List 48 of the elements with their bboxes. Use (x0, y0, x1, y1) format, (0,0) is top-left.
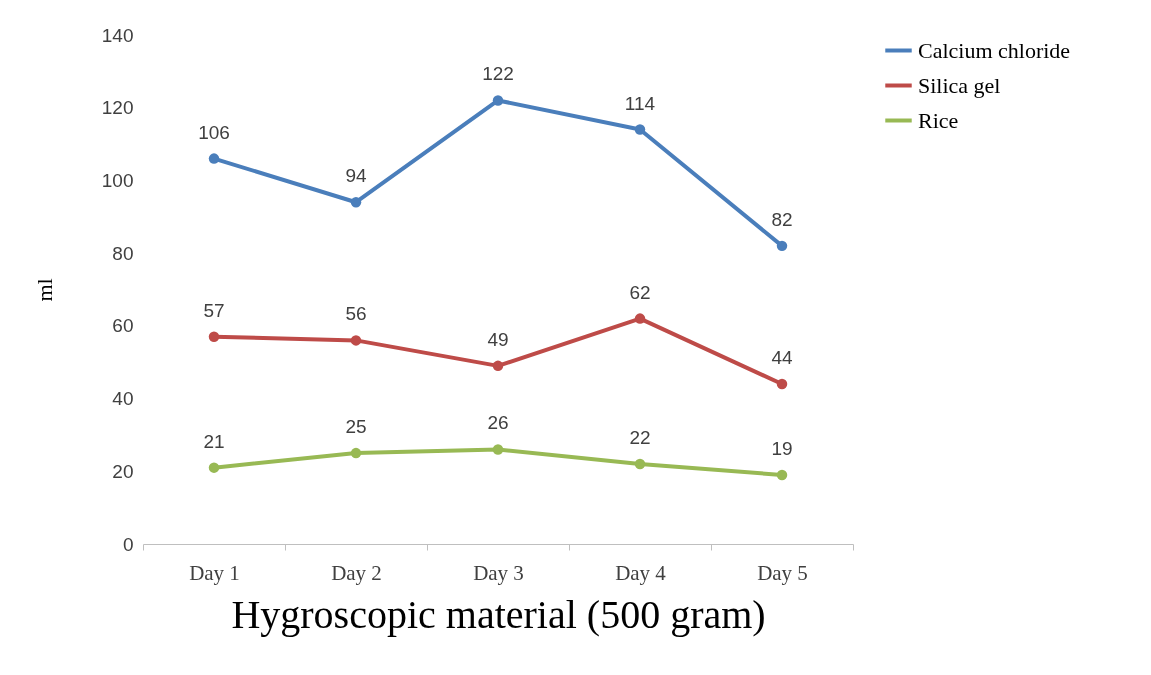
point (492, 95, 504, 106)
y-tick-label: 0 (122, 533, 134, 555)
data-label: 122 (482, 63, 514, 85)
data-label: 22 (629, 427, 651, 449)
data-label: 57 (203, 299, 225, 321)
point (634, 313, 646, 324)
data-label: 44 (771, 347, 793, 369)
legend-label: Calcium chloride (918, 37, 1071, 63)
data-label: 21 (203, 430, 225, 452)
x-tick-label: Day 3 (473, 560, 524, 585)
legend-label: Silica gel (918, 72, 1001, 98)
data-label: 94 (345, 165, 367, 187)
y-tick-label: 60 (112, 315, 134, 337)
y-tick-label: 100 (101, 169, 134, 191)
data-label: 26 (487, 412, 509, 434)
y-tick-label: 120 (101, 97, 134, 119)
point (634, 458, 646, 470)
point (776, 378, 788, 390)
data-label: 49 (487, 328, 509, 350)
point (350, 447, 362, 459)
point (776, 240, 788, 252)
data-label: 106 (198, 121, 230, 143)
point (492, 360, 504, 372)
y-tick-label: 80 (112, 242, 134, 264)
x-axis-title: Hygroscopic material (500 gram) (231, 591, 766, 637)
x-tick-label: Day 5 (757, 560, 808, 585)
data-label: 114 (624, 92, 656, 114)
point (208, 153, 220, 164)
y-tick-label: 20 (112, 460, 134, 482)
legend-label: Rice (918, 107, 959, 133)
x-tick-label: Day 2 (331, 560, 382, 585)
data-label: 82 (771, 208, 793, 230)
data-label: 62 (629, 281, 651, 303)
data-label: 25 (345, 416, 367, 438)
point (208, 331, 220, 342)
point (776, 469, 788, 481)
point (350, 197, 362, 208)
y-tick-label: 140 (101, 24, 134, 46)
point (350, 335, 362, 346)
data-label: 19 (771, 437, 793, 459)
y-tick-label: 40 (112, 388, 134, 410)
point (208, 462, 220, 473)
point (634, 124, 646, 135)
data-label: 56 (345, 303, 367, 325)
point (492, 444, 504, 455)
x-tick-label: Day 1 (189, 560, 240, 585)
x-tick-label: Day 4 (615, 560, 667, 585)
y-axis-title: ml (31, 278, 57, 302)
